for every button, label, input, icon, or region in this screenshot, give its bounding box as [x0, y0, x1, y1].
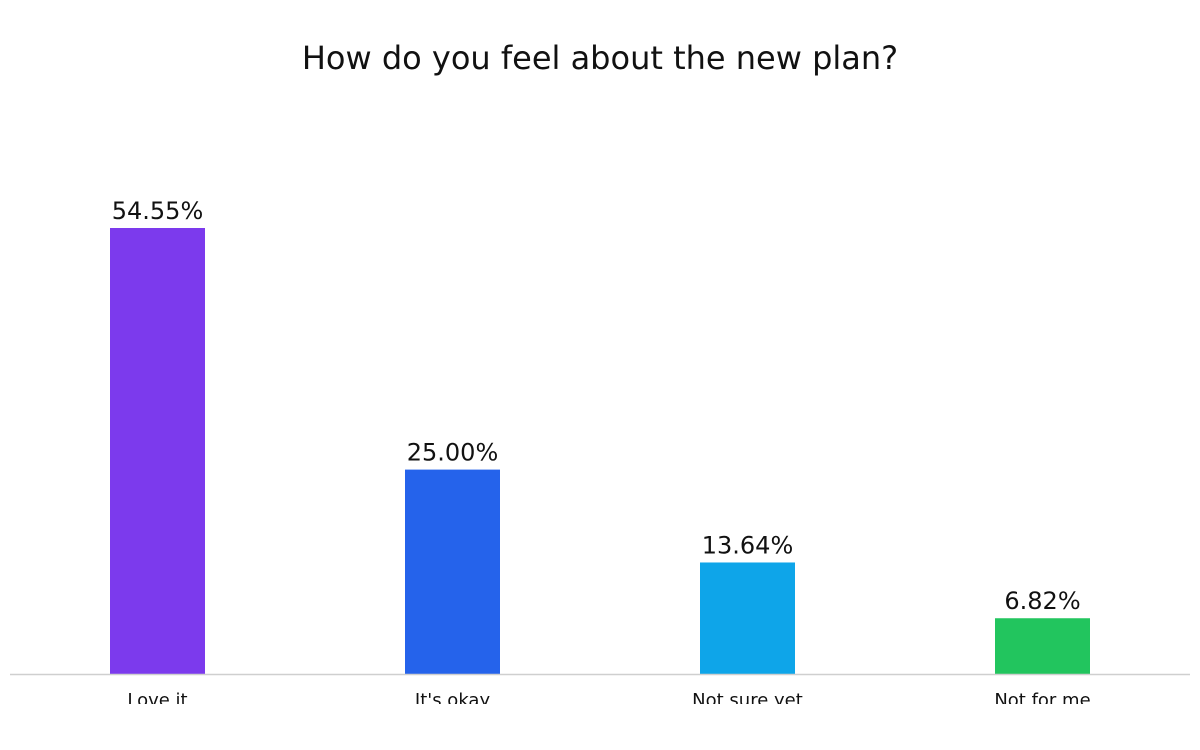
value-label: 25.00%: [407, 439, 499, 467]
bar: [995, 618, 1090, 674]
value-label: 54.55%: [112, 197, 204, 225]
x-tick-label: Not for me: [994, 690, 1090, 711]
x-tick-label: Not sure yet: [692, 690, 803, 711]
chart-title: How do you feel about the new plan?: [302, 39, 898, 77]
bar: [405, 469, 500, 674]
bar: [700, 562, 795, 674]
x-tick-label: Love it: [127, 690, 187, 711]
bar: [110, 228, 205, 674]
value-label: 6.82%: [1004, 587, 1080, 615]
plot-area: 54.55% Love it 25.00% It's okay 13.64% Not su…: [110, 197, 1091, 711]
value-label: 13.64%: [702, 531, 794, 559]
x-tick-label: It's okay: [415, 690, 491, 711]
